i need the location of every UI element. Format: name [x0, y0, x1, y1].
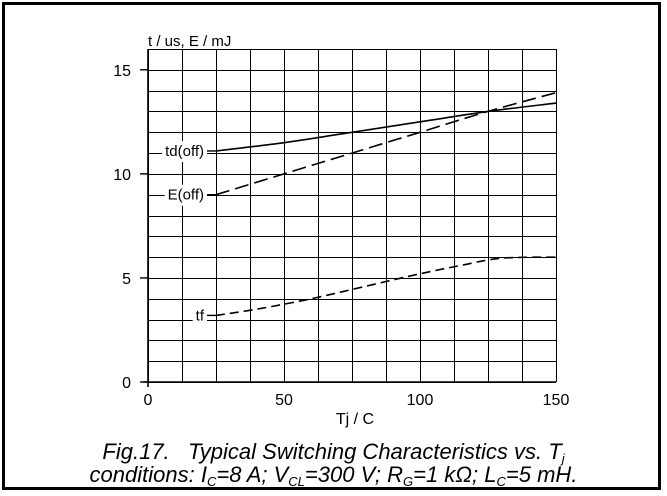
x-tick-label: 50 [275, 392, 293, 409]
caption-line-2: conditions: IC=8 A; VCL=300 V; RG=1 kΩ; … [0, 462, 667, 489]
y-axis-label: t / us, E / mJ [148, 33, 231, 50]
y-tick-label: 5 [122, 271, 131, 288]
axis-ticks: 0 50 100 150 0 5 10 15 [113, 63, 569, 409]
series-label-background [162, 140, 207, 162]
x-tick-label: 150 [543, 392, 570, 409]
caption-conditions-part-5: =5 mH. [505, 462, 578, 487]
chart-grid [143, 49, 557, 387]
y-tick-label: 10 [113, 167, 131, 184]
y-tick-label: 0 [122, 375, 131, 392]
caption-conditions-part-3: =300 V; R [304, 462, 403, 487]
series-line-tf [215, 256, 557, 317]
figure-border [2, 2, 661, 490]
switching-characteristics-chart: 0 50 100 150 0 5 10 15 td(off) E(off) tf t / us, … [113, 30, 570, 428]
series-label-tf: tf [196, 307, 205, 324]
caption-subscript-g: G [402, 474, 414, 489]
series-label-background [164, 184, 207, 206]
x-tick-label: 100 [407, 392, 434, 409]
series-label-background [192, 305, 207, 327]
caption-title: Fig.17. Typical Switching Characteristic… [102, 439, 562, 464]
y-axis-label-background [146, 30, 236, 48]
series-line-e-off [215, 91, 557, 196]
series-layer [215, 91, 557, 317]
x-axis-label: Tj / C [336, 411, 374, 428]
caption-conditions-part-4: =1 kΩ; L [413, 462, 497, 487]
series-line-td-off [215, 102, 557, 152]
caption-conditions-part-1: conditions: I [89, 462, 207, 487]
caption-subscript-c: C [206, 474, 217, 489]
x-tick-label: 0 [144, 392, 153, 409]
y-tick-label: 15 [113, 63, 131, 80]
caption-line-1: Fig.17. Typical Switching Characteristic… [0, 439, 667, 466]
caption-title-subscript: j [561, 451, 565, 466]
series-label-td-off: td(off) [165, 143, 204, 160]
series-label-e-off: E(off) [168, 187, 204, 204]
caption-conditions-part-2: =8 A; V [216, 462, 289, 487]
caption-subscript-lc: C [496, 474, 506, 489]
series-labels: td(off) E(off) tf [162, 140, 216, 327]
caption-subscript-cl: CL [288, 474, 305, 489]
